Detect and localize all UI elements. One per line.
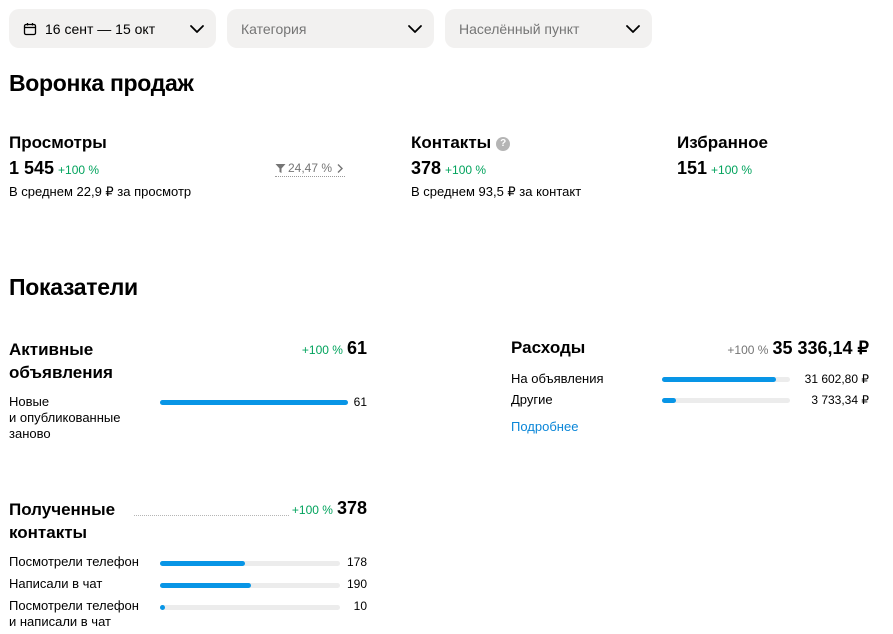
views-conversion-link[interactable]: 24,47 %	[275, 161, 346, 177]
contacts-label: Контакты	[411, 133, 492, 152]
expenses-bar-ads-fill	[662, 377, 777, 382]
contacts-received-bar-fill	[160, 583, 251, 588]
active-ads-row-label-line2: и опубликованные	[9, 410, 121, 425]
expenses-row-value: 3 733,34 ₽	[811, 393, 869, 407]
chevron-down-icon	[190, 25, 204, 33]
expenses-row-label: Другие	[511, 392, 553, 407]
contacts-change: +100 %	[445, 163, 487, 177]
active-ads-title-line1: Активные	[9, 340, 94, 359]
favorites-value: 151	[677, 158, 708, 178]
chevron-right-icon	[337, 163, 344, 173]
location-placeholder: Населённый пункт	[459, 20, 580, 37]
views-average: В среднем 22,9 ₽ за просмотр	[9, 184, 192, 199]
contacts-received-summary: +100 % 378	[292, 498, 367, 519]
active-ads-bar-fill	[160, 400, 348, 405]
active-ads-bar	[160, 400, 348, 405]
location-filter[interactable]: Населённый пункт	[445, 9, 652, 48]
expenses-bar-ads	[662, 377, 790, 382]
contacts-received-row-label: Посмотрели телефон и написали в чат	[9, 598, 139, 630]
active-ads-row-label: Новые и опубликованные заново	[9, 394, 120, 442]
funnel-icon	[275, 163, 286, 173]
favorites-value-row: 151 +100 %	[677, 158, 752, 179]
active-ads-total: 61	[346, 338, 367, 358]
contacts-received-change: +100 %	[291, 503, 333, 517]
active-ads-row-label-line3: заново	[9, 426, 51, 441]
contacts-received-title: Полученные контакты	[9, 498, 115, 544]
active-ads-title-line2: объявления	[9, 363, 113, 382]
contacts-header: Контакты ?	[411, 133, 511, 153]
calendar-icon	[23, 22, 37, 35]
active-ads-row-label-line1: Новые	[9, 394, 50, 409]
expenses-bar-other	[662, 398, 790, 403]
favorites-label: Избранное	[677, 133, 768, 152]
views-conversion: 24,47 %	[288, 161, 333, 175]
expenses-total: 35 336,14 ₽	[772, 338, 869, 358]
views-value-row: 1 545 +100 %	[9, 158, 99, 179]
contacts-received-row-label: Посмотрели телефон	[9, 554, 139, 569]
contacts-received-bar-fill	[160, 605, 165, 610]
expenses-more-link[interactable]: Подробнее	[511, 419, 579, 434]
category-filter[interactable]: Категория	[227, 9, 434, 48]
views-value: 1 545	[9, 158, 55, 178]
contacts-average: В среднем 93,5 ₽ за контакт	[411, 184, 582, 199]
contacts-received-leader	[134, 515, 289, 516]
views-change: +100 %	[58, 163, 100, 177]
category-placeholder: Категория	[241, 20, 307, 37]
expenses-row-label: На объявления	[511, 371, 604, 386]
expenses-change: +100 %	[727, 343, 769, 357]
contacts-received-row-label-line2: и написали в чат	[9, 614, 111, 629]
contacts-value: 378	[411, 158, 442, 178]
contacts-value-row: 378 +100 %	[411, 158, 486, 179]
date-range-value: 16 сент — 15 окт	[45, 20, 156, 37]
contacts-received-row-value: 178	[346, 555, 367, 569]
active-ads-row-value: 61	[353, 395, 367, 409]
contacts-received-row-label-line1: Посмотрели телефон	[9, 598, 139, 613]
contacts-received-title-line2: контакты	[9, 523, 88, 542]
contacts-received-row-value: 10	[353, 599, 367, 613]
contacts-received-bar-fill	[160, 561, 245, 566]
expenses-summary: +100 % 35 336,14 ₽	[727, 338, 869, 359]
contacts-received-title-line1: Полученные	[9, 500, 116, 519]
metrics-title: Показатели	[9, 274, 138, 300]
contacts-received-row-value: 190	[346, 577, 367, 591]
active-ads-summary: +100 % 61	[302, 338, 367, 359]
contacts-received-row-label: Написали в чат	[9, 576, 103, 591]
active-ads-change: +100 %	[301, 343, 343, 357]
chevron-down-icon	[626, 25, 640, 33]
contacts-received-bar	[160, 561, 340, 566]
favorites-change: +100 %	[711, 163, 753, 177]
date-range-filter[interactable]: 16 сент — 15 окт	[9, 9, 216, 48]
contacts-received-total: 378	[336, 498, 367, 518]
contacts-received-bar	[160, 583, 340, 588]
expenses-row-value: 31 602,80 ₽	[804, 372, 869, 386]
chevron-down-icon	[408, 25, 422, 33]
expenses-title: Расходы	[511, 338, 586, 357]
views-label: Просмотры	[9, 133, 107, 152]
active-ads-title: Активные объявления	[9, 338, 113, 384]
funnel-title: Воронка продаж	[9, 70, 194, 96]
contacts-received-bar	[160, 605, 340, 610]
help-icon[interactable]: ?	[496, 137, 511, 151]
expenses-bar-other-fill	[662, 398, 676, 403]
